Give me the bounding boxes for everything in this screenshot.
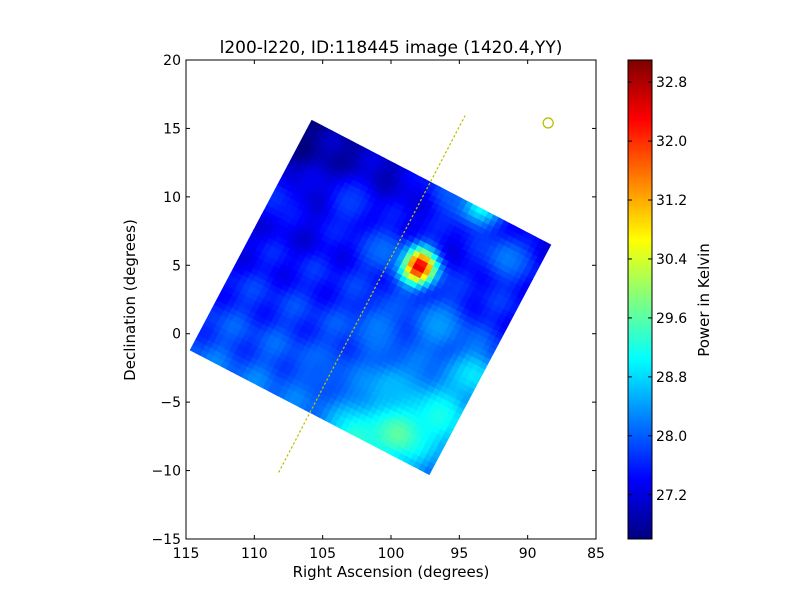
colorbar-tick-label: 28.0 [656, 429, 687, 445]
galactic-plane-line [278, 115, 466, 473]
y-tick-label: 15 [163, 121, 181, 137]
x-tick-label: 115 [173, 546, 200, 562]
y-tick-label: 0 [172, 327, 181, 343]
colorbar-tick-label: 32.8 [656, 75, 687, 91]
x-tick-label: 100 [378, 546, 405, 562]
x-tick-label: 105 [309, 546, 336, 562]
colorbar-tick-label: 30.4 [656, 252, 687, 268]
colorbar-label: Power in Kelvin [695, 243, 713, 357]
x-axis: 115 110 105 100 95 90 85 [173, 60, 605, 562]
y-tick-label: 10 [163, 190, 181, 206]
colorbar-tick-label: 29.6 [656, 311, 687, 327]
y-tick-label: 5 [172, 258, 181, 274]
y-axis: −15 −10 −5 0 5 10 15 20 [151, 53, 596, 548]
colorbar-tick-label: 27.2 [656, 488, 687, 504]
source-marker [542, 117, 554, 129]
x-tick-label: 90 [519, 546, 537, 562]
y-tick-label: −5 [160, 395, 181, 411]
x-axis-label: Right Ascension (degrees) [293, 563, 490, 581]
colorbar-tick-label: 32.0 [656, 134, 687, 150]
colorbar [627, 59, 653, 540]
chart-title: l200-l220, ID:118445 image (1420.4,YY) [220, 38, 563, 58]
colorbar-ticks: 27.2 28.0 28.8 29.6 30.4 31.2 32.0 32.8 [628, 75, 687, 504]
x-tick-label: 110 [241, 546, 268, 562]
colorbar-tick-label: 28.8 [656, 370, 687, 386]
y-tick-label: −10 [151, 464, 181, 480]
x-tick-label: 85 [587, 546, 605, 562]
y-tick-label: −15 [151, 532, 181, 548]
heatmap-layer [189, 119, 552, 476]
x-tick-label: 95 [450, 546, 468, 562]
colorbar-tick-label: 31.2 [656, 193, 687, 209]
y-tick-label: 20 [163, 53, 181, 69]
heatmap-cell [423, 466, 433, 476]
overlay-layer [278, 115, 554, 473]
y-axis-label: Declination (degrees) [121, 219, 139, 381]
